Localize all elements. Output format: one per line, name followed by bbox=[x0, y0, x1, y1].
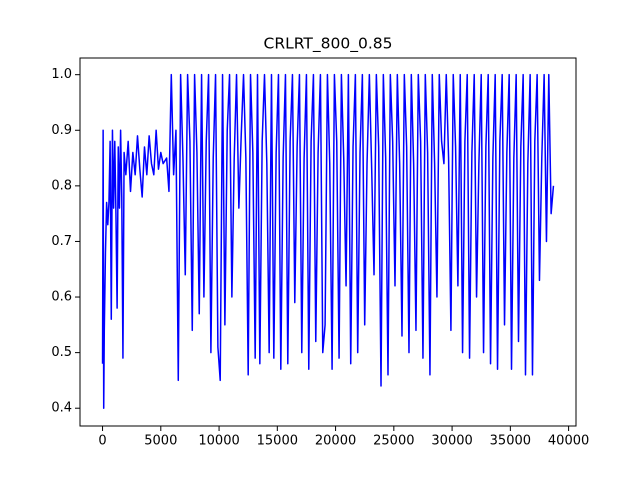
x-tick-label: 10000 bbox=[198, 434, 239, 449]
x-tick-label: 35000 bbox=[490, 434, 531, 449]
x-tick-label: 0 bbox=[98, 434, 106, 449]
y-tick-label: 0.9 bbox=[51, 123, 72, 138]
x-tick-label: 5000 bbox=[144, 434, 177, 449]
chart-title: CRLRT_800_0.85 bbox=[264, 35, 393, 54]
y-tick-label: 0.4 bbox=[51, 401, 72, 416]
y-tick-label: 0.5 bbox=[51, 345, 72, 360]
y-tick-label: 0.8 bbox=[51, 178, 72, 193]
y-tick-label: 1.0 bbox=[51, 67, 72, 82]
x-tick-label: 40000 bbox=[548, 434, 589, 449]
x-tick-label: 15000 bbox=[257, 434, 298, 449]
x-tick-label: 20000 bbox=[315, 434, 356, 449]
y-tick-label: 0.7 bbox=[51, 234, 72, 249]
y-tick-label: 0.6 bbox=[51, 290, 72, 305]
plot-frame bbox=[79, 57, 577, 427]
x-tick-label: 30000 bbox=[431, 434, 472, 449]
data-line bbox=[101, 73, 555, 409]
x-tick-label: 25000 bbox=[373, 434, 414, 449]
